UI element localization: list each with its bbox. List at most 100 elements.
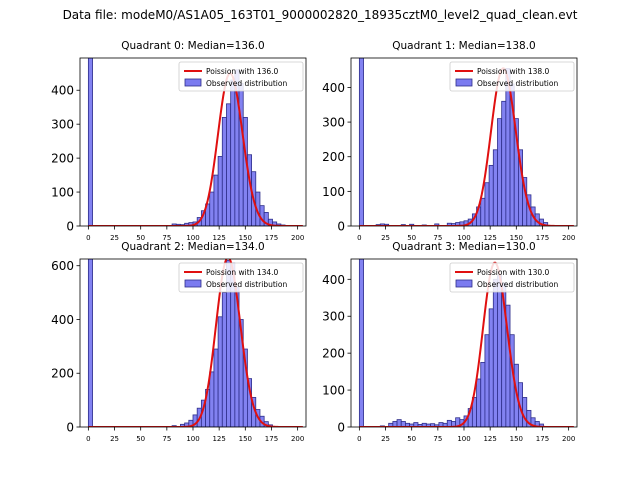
subplot-2: 0 25 50 75 100 125 150 175 200 0 200 400 600 Quadrant… <box>51 241 307 443</box>
plot-area <box>358 259 574 427</box>
x-tick-label: 175 <box>265 234 278 242</box>
poisson-curve <box>88 72 303 226</box>
histogram-bar <box>522 397 528 427</box>
legend-box <box>449 262 575 293</box>
histogram-bar <box>217 156 223 226</box>
y-tick-label: 400 <box>322 273 345 287</box>
histogram-bar <box>242 116 248 226</box>
histogram-bar <box>358 58 364 226</box>
histogram-bar <box>497 118 503 226</box>
histogram-bar <box>221 292 227 427</box>
x-tick-label: 150 <box>510 435 523 443</box>
subplot-title: Quadrant 1: Median=138.0 <box>392 40 535 52</box>
x-tick-label: 75 <box>162 234 171 242</box>
x-tick-label: 125 <box>483 435 496 443</box>
x-tick-label: 25 <box>381 234 390 242</box>
x-tick-label: 200 <box>291 435 304 443</box>
y-tick-label: 100 <box>322 185 345 199</box>
y-tick-label: 200 <box>322 150 345 164</box>
legend-box <box>178 61 304 92</box>
x-tick-label: 25 <box>110 234 119 242</box>
histogram-bar <box>492 278 498 427</box>
subplot-1: 0 25 50 75 100 125 150 175 200 0 100 200 300 400 Quadr… <box>322 40 578 242</box>
histogram-bar <box>492 149 498 226</box>
y-tick-label: 100 <box>322 384 345 398</box>
histogram-bar <box>226 103 232 226</box>
x-tick-label: 50 <box>136 435 145 443</box>
x-tick-label: 100 <box>186 435 199 443</box>
legend: Poission with 130.0 Observed distribution <box>449 262 575 293</box>
y-tick-label: 300 <box>322 310 345 324</box>
x-tick-label: 25 <box>110 435 119 443</box>
histogram-bar <box>480 361 486 427</box>
legend: Poission with 138.0 Observed distribution <box>449 61 575 92</box>
subplot-0: 0 25 50 75 100 125 150 175 200 0 100 200 300 400 Quadr… <box>51 40 307 242</box>
x-tick-label: 125 <box>212 234 225 242</box>
histogram-bar <box>221 116 227 226</box>
histogram-bar <box>87 259 93 427</box>
legend-bar-swatch <box>184 279 202 288</box>
legend-poisson-label: Poission with 138.0 <box>477 67 550 76</box>
plot-area <box>87 259 303 427</box>
legend: Poission with 136.0 Observed distribution <box>178 61 304 92</box>
x-tick-label: 75 <box>162 435 171 443</box>
x-tick-label: 125 <box>212 435 225 443</box>
histogram-bar <box>213 348 219 427</box>
plot-area <box>87 58 303 226</box>
y-tick-label: 400 <box>51 84 74 98</box>
histogram-bar <box>480 197 486 226</box>
x-tick-label: 0 <box>357 435 361 443</box>
x-tick-label: 50 <box>407 435 416 443</box>
x-tick-label: 100 <box>457 435 470 443</box>
legend-bar-swatch <box>184 78 202 87</box>
y-tick-label: 0 <box>66 220 74 234</box>
legend-poisson-label: Poission with 134.0 <box>206 268 279 277</box>
x-tick-label: 200 <box>291 234 304 242</box>
figure-title: Data file: modeM0/AS1A05_163T01_90000028… <box>62 8 578 22</box>
x-tick-label: 200 <box>562 234 575 242</box>
subplot-title: Quadrant 2: Median=134.0 <box>121 241 264 253</box>
subplot-3: 0 25 50 75 100 125 150 175 200 0 100 200 300 400 Quadr… <box>322 241 578 443</box>
histogram-bar <box>488 308 494 427</box>
legend-poisson-label: Poission with 130.0 <box>477 268 550 277</box>
legend-observed-label: Observed distribution <box>477 79 558 88</box>
histogram-bar <box>213 174 219 226</box>
x-tick-label: 150 <box>510 234 523 242</box>
legend-box <box>178 262 304 293</box>
legend: Poission with 134.0 Observed distribution <box>178 262 304 293</box>
legend-observed-label: Observed distribution <box>206 280 287 289</box>
y-tick-label: 200 <box>51 367 74 381</box>
histogram-bar <box>488 164 494 226</box>
x-tick-label: 150 <box>239 234 252 242</box>
x-tick-label: 100 <box>457 234 470 242</box>
histogram-bar <box>230 79 236 226</box>
histogram-bar <box>484 182 490 226</box>
y-tick-label: 200 <box>51 152 74 166</box>
x-tick-label: 175 <box>536 234 549 242</box>
histogram-bar <box>358 259 364 427</box>
histogram-bar <box>217 316 223 427</box>
histogram-bar <box>238 83 244 226</box>
subplot-title: Quadrant 3: Median=130.0 <box>392 241 535 253</box>
legend-box <box>449 61 575 92</box>
x-tick-label: 200 <box>562 435 575 443</box>
plot-area <box>358 58 574 226</box>
x-tick-label: 0 <box>86 234 90 242</box>
x-tick-label: 0 <box>86 435 90 443</box>
histogram-bar <box>209 371 215 427</box>
y-tick-label: 300 <box>322 116 345 130</box>
poisson-curve <box>88 259 303 427</box>
x-tick-label: 150 <box>239 435 252 443</box>
poisson-curve <box>359 67 574 226</box>
y-tick-label: 200 <box>322 347 345 361</box>
y-tick-label: 600 <box>51 259 74 273</box>
x-tick-label: 25 <box>381 435 390 443</box>
y-tick-label: 100 <box>51 186 74 200</box>
x-tick-label: 0 <box>357 234 361 242</box>
x-tick-label: 125 <box>483 234 496 242</box>
y-tick-label: 400 <box>322 81 345 95</box>
y-tick-label: 0 <box>337 421 345 435</box>
legend-observed-label: Observed distribution <box>477 280 558 289</box>
y-tick-label: 400 <box>51 313 74 327</box>
